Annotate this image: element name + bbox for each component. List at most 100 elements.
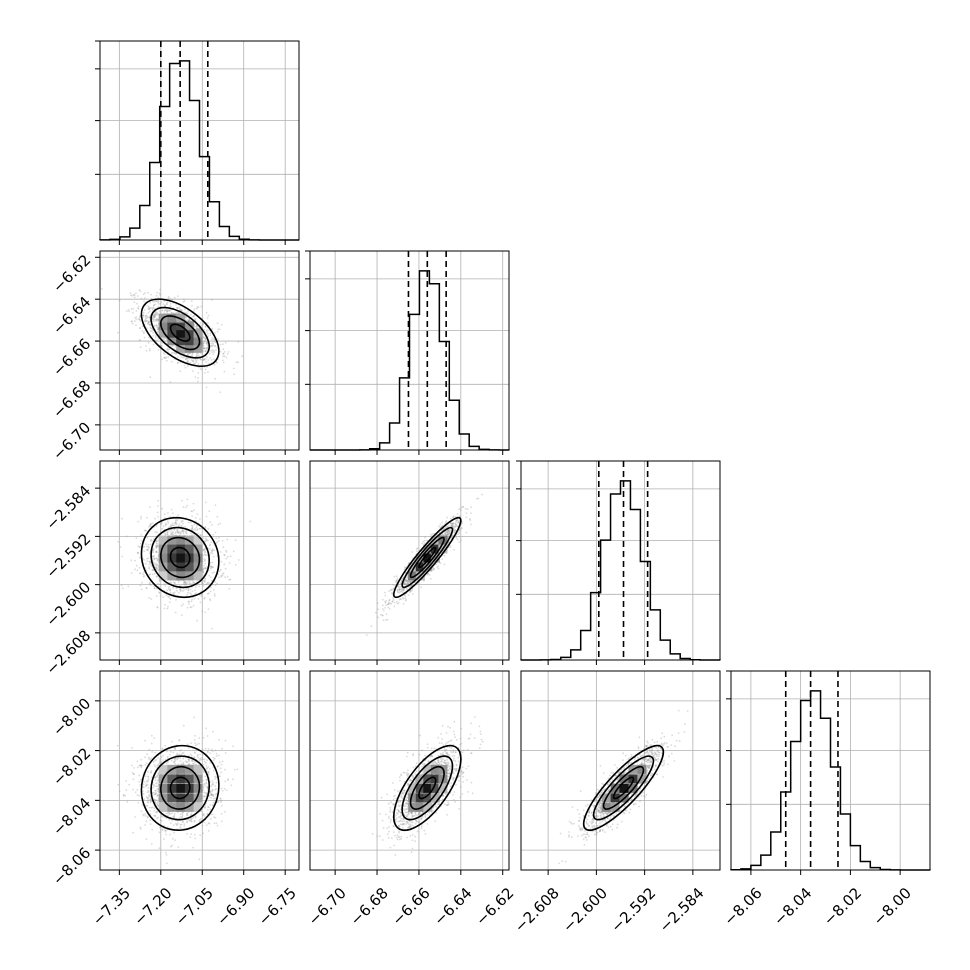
scatter-point xyxy=(139,584,142,587)
scatter-point xyxy=(148,316,151,319)
scatter-point xyxy=(131,747,133,749)
scatter-point xyxy=(131,322,134,325)
scatter-point xyxy=(135,292,137,294)
scatter-point xyxy=(170,508,173,511)
scatter-point xyxy=(206,341,209,344)
scatter-point xyxy=(197,532,199,535)
scatter-point xyxy=(215,582,218,585)
scatter-point xyxy=(229,555,232,558)
scatter-point xyxy=(130,559,133,562)
scatter-point xyxy=(144,775,147,778)
scatter-point xyxy=(207,528,210,530)
density-block xyxy=(184,544,194,554)
scatter-point xyxy=(211,552,214,555)
scatter-point xyxy=(211,572,214,574)
scatter-point xyxy=(188,603,190,605)
scatter-point xyxy=(204,567,207,570)
scatter-point xyxy=(167,356,170,358)
scatter-point xyxy=(454,515,457,518)
scatter-point xyxy=(191,525,194,528)
scatter-point xyxy=(155,525,158,528)
scatter-point xyxy=(209,521,212,524)
scatter-point xyxy=(137,295,139,297)
scatter-point xyxy=(223,370,226,373)
scatter-point xyxy=(204,347,207,350)
scatter-point xyxy=(149,301,152,304)
scatter-point xyxy=(186,504,189,507)
scatter-point xyxy=(223,788,226,790)
scatter-point xyxy=(384,594,387,597)
scatter-point xyxy=(214,504,217,506)
scatter-point xyxy=(219,551,222,553)
scatter-point xyxy=(187,319,190,322)
scatter-point xyxy=(202,342,205,345)
scatter-point xyxy=(201,317,204,320)
scatter-point xyxy=(161,527,164,530)
scatter-point xyxy=(227,351,230,353)
scatter-point xyxy=(165,303,168,306)
scatter-point xyxy=(165,762,168,765)
scatter-point xyxy=(153,318,156,321)
scatter-point xyxy=(237,340,240,343)
scatter-point xyxy=(202,357,205,360)
scatter-point xyxy=(191,304,193,307)
scatter-point xyxy=(131,294,134,297)
scatter-point xyxy=(163,338,166,341)
scatter-point xyxy=(406,587,408,590)
scatter-point xyxy=(135,310,138,312)
scatter-point xyxy=(176,529,179,532)
scatter-point xyxy=(157,558,159,561)
scatter-point xyxy=(206,341,208,344)
scatter-point xyxy=(203,548,206,551)
scatter-point xyxy=(197,380,199,383)
scatter-point xyxy=(203,598,206,600)
scatter-point xyxy=(168,309,171,312)
scatter-point xyxy=(212,589,215,591)
scatter-point xyxy=(122,587,124,589)
scatter-point xyxy=(136,766,139,769)
histogram-panel xyxy=(309,250,510,451)
scatter-point xyxy=(172,531,174,533)
scatter-point xyxy=(232,550,235,553)
scatter-point xyxy=(211,561,214,564)
scatter-point xyxy=(193,310,195,312)
scatter-point xyxy=(206,347,209,350)
scatter-point xyxy=(200,595,203,598)
scatter-point xyxy=(210,342,213,345)
scatter-point xyxy=(147,525,150,528)
scatter-point xyxy=(420,586,423,589)
scatter-point xyxy=(147,291,150,294)
scatter-point xyxy=(407,594,410,596)
scatter-point xyxy=(205,311,208,314)
density-block xyxy=(167,313,177,323)
scatter-point xyxy=(385,604,387,607)
scatter-point xyxy=(168,529,170,532)
scatter-point xyxy=(203,564,205,567)
scatter-point xyxy=(176,306,179,309)
scatter-point xyxy=(132,293,135,296)
scatter-point xyxy=(211,524,213,526)
scatter-point xyxy=(136,302,138,305)
scatter-point xyxy=(125,535,128,538)
scatter-point xyxy=(149,349,151,352)
scatter-point xyxy=(183,356,186,358)
scatter-point xyxy=(154,303,157,306)
scatter-point xyxy=(241,355,244,358)
scatter-point xyxy=(194,744,197,747)
scatter-point xyxy=(233,373,236,376)
scatter-point xyxy=(213,358,215,360)
scatter-point xyxy=(188,357,191,360)
scatter-point xyxy=(449,525,452,527)
scatter-point xyxy=(147,311,150,314)
scatter-point xyxy=(139,290,142,293)
scatter-point xyxy=(377,608,380,611)
scatter-point xyxy=(175,307,178,309)
scatter-point xyxy=(147,322,150,325)
scatter-point xyxy=(147,305,149,308)
scatter-point xyxy=(185,532,188,535)
scatter-point xyxy=(149,376,152,378)
scatter-point xyxy=(203,581,206,583)
scatter-point xyxy=(209,334,212,336)
scatter-point xyxy=(141,330,144,332)
scatter-point xyxy=(145,838,148,840)
